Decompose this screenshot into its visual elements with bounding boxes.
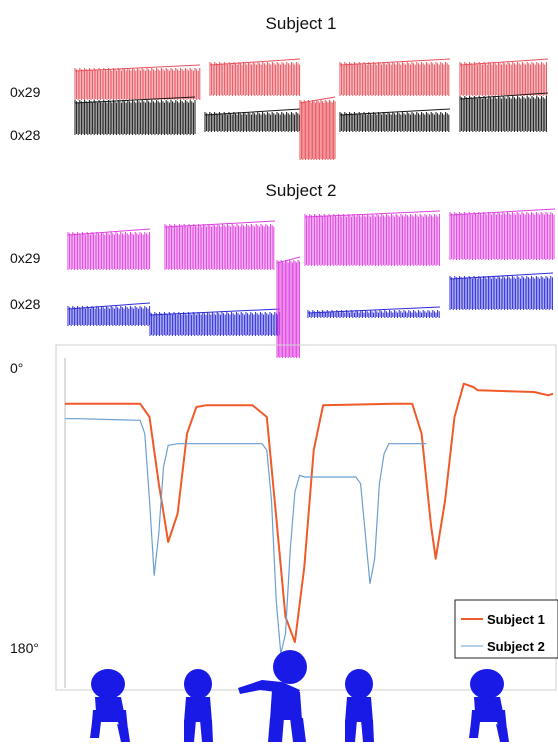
legend-label-subject-2: Subject 2 xyxy=(487,639,545,654)
panel2-ytick-upper: 0x29 xyxy=(10,250,41,266)
dip-event-block-1 xyxy=(276,256,301,358)
squatting-figure-icon xyxy=(469,669,509,742)
panel2-title: Subject 2 xyxy=(265,181,337,200)
panel2-ytick-lower: 0x28 xyxy=(10,296,41,312)
chart-ytick-top: 0° xyxy=(10,360,24,376)
panel1-ytick-upper: 0x29 xyxy=(10,84,41,100)
legend-label-subject-1: Subject 1 xyxy=(487,612,545,627)
upper-event-block-2 xyxy=(209,58,301,96)
series-line-subject-1 xyxy=(65,382,554,643)
chart-frame xyxy=(55,344,557,691)
panel1-title: Subject 1 xyxy=(265,14,337,33)
upper-event-block-3 xyxy=(339,58,451,96)
lower-event-block-3 xyxy=(339,108,451,132)
upper-event-block-2 xyxy=(164,220,276,270)
lower-event-block-2 xyxy=(149,308,281,336)
lower-event-block-1 xyxy=(74,96,196,135)
chart-ytick-bottom: 180° xyxy=(10,640,39,656)
lower-event-block-4 xyxy=(459,92,549,132)
upper-event-block-3 xyxy=(304,210,441,266)
legend-box xyxy=(454,599,558,659)
upper-event-block-4 xyxy=(449,208,556,260)
lower-event-block-2 xyxy=(204,108,301,132)
upper-event-block-1 xyxy=(67,228,151,270)
panel1-ytick-lower: 0x28 xyxy=(10,127,41,143)
bending-figure-icon xyxy=(238,650,307,742)
chart-legend: Subject 1 Subject 2 xyxy=(454,599,558,659)
standing-figure-icon xyxy=(184,669,213,742)
lower-event-block-3 xyxy=(307,306,441,318)
dip-event-block-1 xyxy=(299,96,336,160)
lower-event-block-4 xyxy=(449,272,554,310)
upper-event-block-4 xyxy=(459,58,549,96)
upper-event-block-1 xyxy=(74,64,201,100)
squatting-figure-icon xyxy=(90,669,130,742)
standing-figure-icon xyxy=(345,669,374,742)
lower-event-block-1 xyxy=(67,302,151,326)
